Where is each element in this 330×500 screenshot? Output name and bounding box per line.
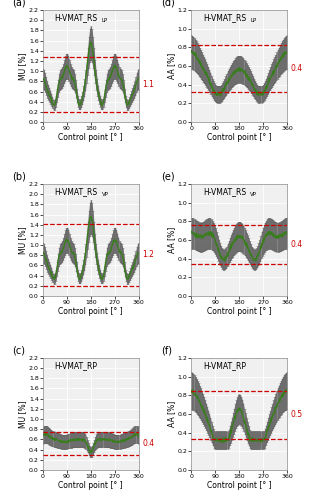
X-axis label: Control point [° ]: Control point [° ] [207,480,272,490]
Text: H-VMAT_RS: H-VMAT_RS [203,188,246,196]
X-axis label: Control point [° ]: Control point [° ] [207,306,272,316]
Y-axis label: AA [%]: AA [%] [167,401,176,427]
Text: 0.4: 0.4 [143,439,155,448]
X-axis label: Control point [° ]: Control point [° ] [207,133,272,142]
Text: 1.1: 1.1 [143,80,154,89]
Text: H-VMAT_RP: H-VMAT_RP [54,361,97,370]
Text: (c): (c) [12,346,25,356]
Text: H-VMAT_RS: H-VMAT_RS [203,14,246,22]
Text: H-VMAT_RS: H-VMAT_RS [54,14,98,22]
Text: VP: VP [250,192,257,197]
Text: LP: LP [102,18,108,23]
X-axis label: Control point [° ]: Control point [° ] [58,133,123,142]
Text: H-VMAT_RP: H-VMAT_RP [203,361,246,370]
Y-axis label: MU [%]: MU [%] [18,400,27,427]
Text: (e): (e) [161,172,174,181]
Text: (d): (d) [161,0,175,8]
Text: 0.4: 0.4 [291,64,303,73]
Text: (b): (b) [12,172,26,181]
Text: 1.2: 1.2 [143,250,154,260]
X-axis label: Control point [° ]: Control point [° ] [58,480,123,490]
Text: H-VMAT_RS: H-VMAT_RS [54,188,98,196]
Y-axis label: MU [%]: MU [%] [18,52,27,80]
Text: 0.5: 0.5 [291,410,303,420]
Text: VP: VP [102,192,109,197]
Text: (a): (a) [12,0,26,8]
Text: (f): (f) [161,346,172,356]
X-axis label: Control point [° ]: Control point [° ] [58,306,123,316]
Text: LP: LP [250,18,256,23]
Y-axis label: AA [%]: AA [%] [167,227,176,253]
Y-axis label: MU [%]: MU [%] [18,226,27,254]
Y-axis label: AA [%]: AA [%] [167,53,176,79]
Text: 0.4: 0.4 [291,240,303,249]
